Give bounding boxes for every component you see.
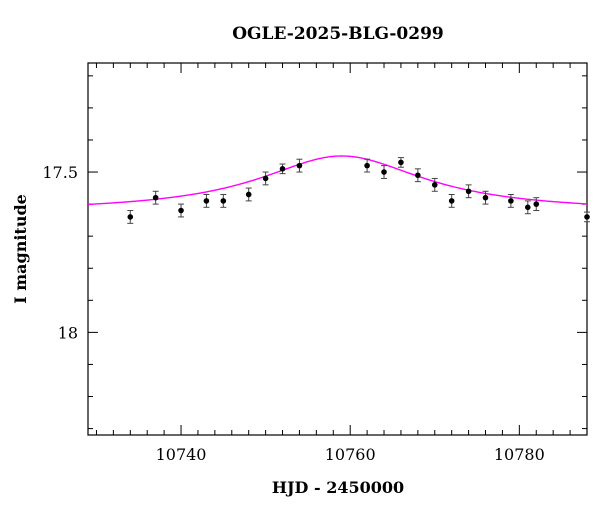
data-point (507, 193, 514, 208)
data-point (220, 193, 227, 208)
data-point (533, 197, 540, 212)
data-point (381, 165, 388, 179)
data-point (482, 190, 489, 205)
point-marker (398, 159, 404, 166)
x-tick-label: 10760 (325, 445, 376, 464)
data-point (127, 210, 134, 224)
point-marker (203, 198, 210, 204)
data-point (245, 187, 252, 202)
data-points-layer (127, 157, 590, 224)
point-marker (381, 169, 387, 175)
data-point (178, 203, 185, 218)
data-point (414, 168, 421, 183)
point-marker (524, 204, 531, 211)
y-axis-label: I magnitude (11, 194, 30, 304)
data-point (524, 200, 531, 215)
data-point (296, 158, 303, 173)
point-marker (482, 194, 489, 201)
data-point (397, 157, 404, 168)
data-point (279, 163, 286, 175)
y-tick-label: 18 (58, 323, 78, 342)
data-point (448, 193, 455, 208)
data-point (465, 184, 472, 199)
data-point (431, 177, 438, 192)
point-marker (220, 198, 227, 204)
point-marker (127, 214, 134, 220)
model-layer (87, 155, 588, 206)
point-marker (262, 175, 269, 182)
chart-title: OGLE-2025-BLG-0299 (232, 24, 444, 44)
axis-ticks (88, 63, 588, 435)
y-tick-label: 17.5 (42, 163, 78, 182)
point-marker (279, 166, 286, 172)
x-axis-label: HJD - 2450000 (272, 478, 404, 497)
tick-labels: 10740 10760 10780 17.5 18 (42, 163, 544, 464)
x-tick-label: 10780 (494, 445, 545, 464)
point-marker (178, 207, 184, 214)
point-marker (508, 198, 514, 204)
point-marker (431, 182, 438, 188)
point-marker (245, 191, 252, 198)
data-point (262, 171, 269, 186)
plot-frame (87, 62, 588, 436)
data-point (152, 190, 159, 205)
x-tick-label: 10740 (156, 445, 207, 464)
point-marker (465, 188, 472, 195)
data-point (203, 193, 210, 208)
data-point (364, 158, 371, 173)
point-marker (415, 172, 421, 179)
point-marker (152, 194, 159, 201)
point-marker (533, 201, 540, 207)
point-marker (296, 162, 303, 169)
point-marker (584, 214, 590, 220)
point-marker (364, 162, 370, 169)
point-marker (448, 198, 455, 204)
data-point (584, 211, 590, 223)
model-curve (87, 155, 588, 206)
